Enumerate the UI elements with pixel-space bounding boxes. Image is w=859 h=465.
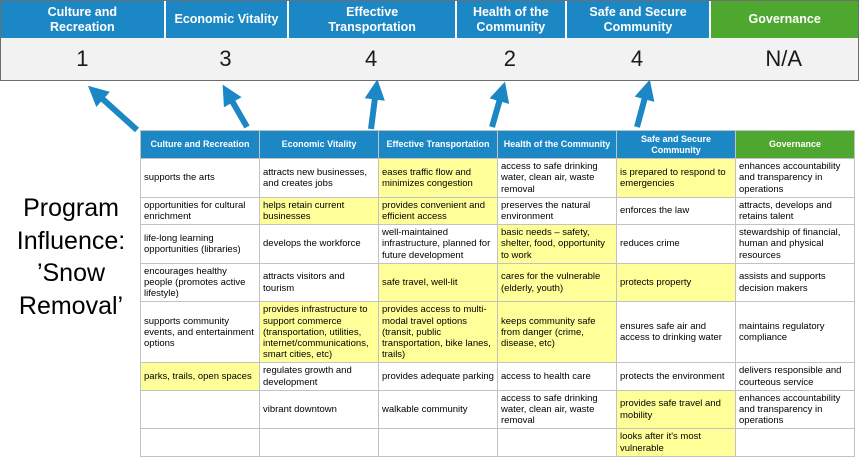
- matrix-cell-r3-c4: protects property: [616, 262, 736, 303]
- matrix-cell-r1-c0: opportunities for cultural enrichment: [140, 196, 260, 226]
- matrix-header-4: Safe and Secure Community: [616, 129, 736, 160]
- banner-score-5: N/A: [765, 46, 803, 71]
- matrix-header-5: Governance: [735, 129, 855, 160]
- matrix-cell-r1-c3: preserves the natural environment: [497, 196, 617, 226]
- banner-score-1: 3: [219, 46, 232, 71]
- banner-score-3: 2: [503, 46, 516, 71]
- banner-score-4: 4: [630, 46, 644, 71]
- matrix-header-row: Culture and Recreation Economic Vitality E…: [140, 129, 855, 160]
- matrix-cell-r0-c5: enhances accountability and transparency…: [735, 158, 855, 198]
- matrix-row-1: opportunities for cultural enrichment hel…: [140, 196, 855, 226]
- banner-header-row: Culture and Recreation Economic Vitality E…: [1, 1, 858, 38]
- matrix-row-6: vibrant downtown walkable community access…: [140, 389, 855, 430]
- matrix-cell-r6-c1: vibrant downtown: [259, 389, 379, 430]
- matrix-cell-r3-c5: assists and supports decision makers: [735, 262, 855, 303]
- banner-score-row: 1 3 4 2 4 N/A: [1, 38, 858, 80]
- arrow-icon-4: [489, 81, 510, 128]
- matrix-cell-r6-c2: walkable community: [378, 389, 498, 430]
- matrix-row-5: parks, trails, open spaces regulates grow…: [140, 362, 855, 391]
- matrix-cell-r0-c2: eases traffic flow and minimizes congest…: [378, 158, 498, 198]
- arrow-icon-2: [222, 84, 250, 129]
- matrix-cell-r4-c1: provides infrastructure to support comme…: [259, 301, 379, 364]
- matrix-cell-r5-c0: parks, trails, open spaces: [140, 362, 260, 391]
- banner-score-0: 1: [76, 46, 89, 71]
- matrix-cell-r6-c4: provides safe travel and mobility: [616, 389, 736, 430]
- matrix-cell-r7-c1: [259, 428, 379, 457]
- matrix-cell-r7-c0: [140, 428, 260, 457]
- matrix-row-0: supports the arts attracts new businesses…: [140, 158, 855, 198]
- matrix-row-2: life-long learning opportunities (librar…: [140, 224, 855, 264]
- matrix-cell-r6-c0: [140, 389, 260, 430]
- matrix-cell-r7-c2: [378, 428, 498, 457]
- matrix-cell-r1-c1: helps retain current businesses: [259, 196, 379, 226]
- matrix-cell-r0-c4: is prepared to respond to emergencies: [616, 158, 736, 198]
- matrix-body: supports the arts attracts new businesses…: [140, 158, 855, 457]
- matrix-row-3: encourages healthy people (promotes acti…: [140, 262, 855, 303]
- matrix-header-1: Economic Vitality: [259, 129, 379, 160]
- program-title: Program Influence: ’Snow Removal’: [16, 194, 126, 320]
- banner-header-5: Governance: [709, 1, 858, 38]
- matrix-cell-r2-c4: reduces crime: [616, 224, 736, 264]
- matrix-header-0: Culture and Recreation: [140, 129, 260, 160]
- matrix-cell-r0-c0: supports the arts: [140, 158, 260, 198]
- matrix-cell-r5-c1: regulates growth and development: [259, 362, 379, 391]
- matrix-header-2: Effective Transportation: [378, 129, 498, 160]
- matrix-cell-r5-c2: provides adequate parking: [378, 362, 498, 391]
- matrix-header-3: Health of the Community: [497, 129, 617, 160]
- arrow-icon-1: [87, 85, 140, 133]
- arrow-icon-5: [634, 81, 655, 128]
- matrix-cell-r4-c2: provides access to multi-modal travel op…: [378, 301, 498, 364]
- banner-header-1: Economic Vitality: [163, 1, 288, 38]
- matrix-cell-r1-c4: enforces the law: [616, 196, 736, 226]
- matrix-cell-r2-c2: well-maintained infrastructure, planned …: [378, 224, 498, 264]
- matrix-cell-r1-c2: provides convenient and efficient access: [378, 196, 498, 226]
- matrix-cell-r1-c5: attracts, develops and retains talent: [735, 196, 855, 226]
- matrix-cell-r2-c5: stewardship of financial, human and phys…: [735, 224, 855, 264]
- matrix-cell-r5-c4: protects the environment: [616, 362, 736, 391]
- matrix-cell-r3-c2: safe travel, well-lit: [378, 262, 498, 303]
- matrix-cell-r7-c5: [735, 428, 855, 457]
- matrix-cell-r3-c3: cares for the vulnerable (elderly, youth…: [497, 262, 617, 303]
- matrix-cell-r6-c3: access to safe drinking water, clean air…: [497, 389, 617, 430]
- matrix-cell-r7-c4: looks after it's most vulnerable: [616, 428, 736, 457]
- score-banner: Culture and Recreation Economic Vitality E…: [0, 0, 859, 81]
- matrix-cell-r2-c3: basic needs – safety, shelter, food, opp…: [497, 224, 617, 264]
- influence-matrix: Culture and Recreation Economic Vitality E…: [140, 129, 855, 457]
- matrix-row-7: looks after it's most vulnerable: [140, 428, 855, 457]
- matrix-row-4: supports community events, and entertain…: [140, 301, 855, 364]
- matrix-cell-r6-c5: enhances accountability and transparency…: [735, 389, 855, 430]
- matrix-cell-r2-c1: develops the workforce: [259, 224, 379, 264]
- banner-header-4: Safe and Secure Community: [564, 1, 710, 38]
- banner-header-2: Effective Transportation: [287, 1, 455, 38]
- matrix-cell-r0-c1: attracts new businesses, and creates job…: [259, 158, 379, 198]
- matrix-cell-r4-c5: maintains regulatory compliance: [735, 301, 855, 364]
- banner-header-0: Culture and Recreation: [1, 1, 164, 38]
- matrix-cell-r5-c5: delivers responsible and courteous servi…: [735, 362, 855, 391]
- matrix-cell-r4-c3: keeps community safe from danger (crime,…: [497, 301, 617, 364]
- banner-score-2: 4: [365, 46, 378, 71]
- arrow-icon-3: [364, 81, 385, 130]
- matrix-cell-r7-c3: [497, 428, 617, 457]
- matrix-cell-r0-c3: access to safe drinking water, clean air…: [497, 158, 617, 198]
- matrix-cell-r4-c0: supports community events, and entertain…: [140, 301, 260, 364]
- matrix-cell-r4-c4: ensures safe air and access to drinking …: [616, 301, 736, 364]
- matrix-cell-r3-c1: attracts visitors and tourism: [259, 262, 379, 303]
- matrix-cell-r2-c0: life-long learning opportunities (librar…: [140, 224, 260, 264]
- matrix-cell-r5-c3: access to health care: [497, 362, 617, 391]
- matrix-cell-r3-c0: encourages healthy people (promotes acti…: [140, 262, 260, 303]
- influence-arrows: [87, 81, 655, 133]
- banner-header-3: Health of the Community: [454, 1, 565, 38]
